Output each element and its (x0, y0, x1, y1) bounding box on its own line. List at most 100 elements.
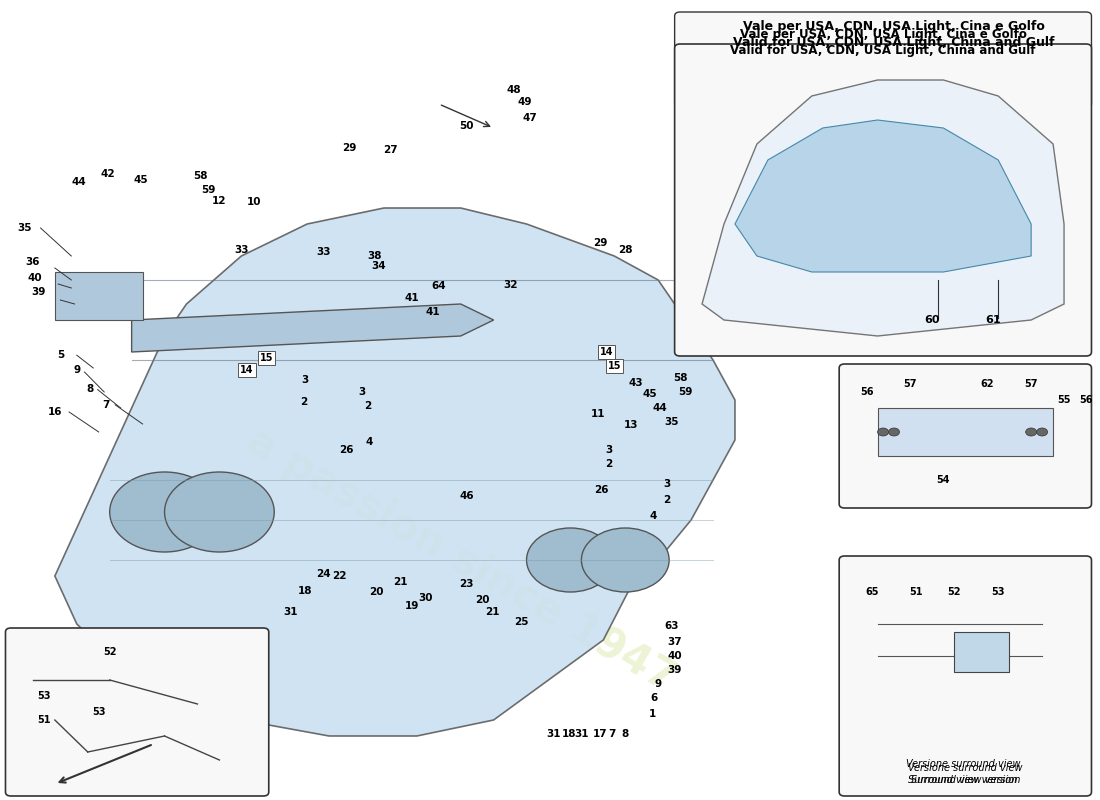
Bar (878, 408, 1053, 456)
Text: Surround view version: Surround view version (909, 775, 1018, 785)
Text: 21: 21 (485, 607, 499, 617)
Text: 31: 31 (574, 729, 589, 738)
FancyBboxPatch shape (839, 364, 1091, 508)
Text: 29: 29 (593, 238, 607, 248)
Text: 59: 59 (679, 387, 693, 397)
Text: 57: 57 (1024, 379, 1038, 389)
Text: 5: 5 (57, 350, 64, 360)
Text: 14: 14 (602, 347, 616, 357)
Text: a passion since 1947: a passion since 1947 (239, 420, 683, 700)
Text: 13: 13 (624, 420, 638, 430)
Text: 49: 49 (517, 98, 531, 107)
Text: 1: 1 (649, 709, 657, 718)
Text: 20: 20 (368, 587, 384, 597)
Text: 23: 23 (459, 579, 473, 589)
Text: Valid for USA, CDN, USA Light, China and Gulf: Valid for USA, CDN, USA Light, China and… (730, 44, 1036, 57)
Text: 3: 3 (359, 387, 365, 397)
Text: 4: 4 (366, 437, 373, 446)
Circle shape (889, 428, 900, 436)
Text: 31: 31 (284, 607, 298, 617)
Text: Versione surround view: Versione surround view (906, 759, 1021, 769)
Text: 60: 60 (925, 315, 940, 325)
Text: 11: 11 (591, 409, 605, 418)
Bar (55, 272, 143, 320)
FancyBboxPatch shape (674, 12, 1091, 108)
Text: 10: 10 (248, 198, 262, 207)
Text: 64: 64 (431, 281, 447, 290)
Text: 19: 19 (405, 601, 419, 610)
Text: 21: 21 (393, 578, 408, 587)
Text: 51: 51 (37, 715, 51, 725)
Text: 48: 48 (506, 85, 520, 94)
FancyBboxPatch shape (839, 556, 1091, 796)
FancyBboxPatch shape (674, 44, 1091, 356)
Text: 35: 35 (16, 223, 32, 233)
Text: 24: 24 (317, 570, 331, 579)
Text: 14: 14 (241, 366, 255, 376)
Text: Vale per USA, CDN, USA Light, Cina e Golfo: Vale per USA, CDN, USA Light, Cina e Gol… (739, 28, 1026, 41)
Polygon shape (735, 120, 1031, 272)
Text: 3: 3 (301, 375, 309, 385)
Text: 7: 7 (608, 729, 616, 738)
Text: 2: 2 (300, 397, 308, 406)
Text: 22: 22 (332, 571, 346, 581)
Text: 2: 2 (364, 401, 371, 410)
Text: 33: 33 (317, 247, 331, 257)
Text: 39: 39 (31, 287, 45, 297)
Text: 30: 30 (418, 593, 433, 602)
Text: 27: 27 (383, 146, 398, 155)
Text: 44: 44 (72, 177, 87, 186)
Text: 56: 56 (860, 387, 873, 397)
Bar (955, 632, 1009, 672)
Text: 15: 15 (261, 354, 275, 363)
Text: 16: 16 (47, 407, 62, 417)
Circle shape (110, 472, 219, 552)
Text: 42: 42 (100, 170, 114, 179)
Text: 15: 15 (260, 353, 273, 362)
Text: 44: 44 (653, 403, 668, 413)
Text: 25: 25 (514, 618, 528, 627)
Text: Versione surround view: Versione surround view (909, 763, 1023, 773)
Text: 9: 9 (74, 366, 80, 375)
Text: 2: 2 (663, 495, 671, 505)
Text: 34: 34 (371, 261, 386, 270)
Text: 61: 61 (984, 315, 1001, 325)
Text: 14: 14 (600, 347, 614, 357)
Text: 57: 57 (904, 379, 917, 389)
Text: 37: 37 (668, 637, 682, 646)
Text: 52: 52 (947, 587, 961, 597)
Text: 8: 8 (621, 729, 629, 738)
Text: 59: 59 (201, 186, 216, 195)
Text: 33: 33 (234, 246, 249, 255)
Text: 62: 62 (980, 379, 994, 389)
Text: 26: 26 (594, 485, 608, 494)
Text: 31: 31 (547, 729, 561, 738)
Text: 20: 20 (475, 595, 490, 605)
Text: 28: 28 (618, 245, 632, 254)
Text: 54: 54 (936, 475, 950, 485)
Circle shape (165, 472, 274, 552)
Text: Vale per USA, CDN, USA Light, Cina e Golfo: Vale per USA, CDN, USA Light, Cina e Gol… (744, 20, 1045, 33)
Text: 46: 46 (460, 491, 474, 501)
Circle shape (527, 528, 614, 592)
Text: Valid for USA, CDN, USA Light, China and Gulf: Valid for USA, CDN, USA Light, China and… (734, 36, 1055, 49)
Text: 35: 35 (664, 418, 679, 427)
Text: 65: 65 (866, 587, 879, 597)
Text: 29: 29 (342, 143, 356, 153)
Text: 36: 36 (25, 258, 41, 267)
Text: 15: 15 (607, 361, 621, 370)
Text: 43: 43 (629, 378, 644, 388)
Circle shape (582, 528, 669, 592)
Text: 18: 18 (298, 586, 312, 596)
Text: 3: 3 (663, 479, 671, 489)
Text: 51: 51 (910, 587, 923, 597)
Circle shape (1025, 428, 1036, 436)
Polygon shape (55, 208, 735, 736)
Text: 3: 3 (605, 446, 613, 455)
Text: 17: 17 (593, 729, 607, 738)
Text: 32: 32 (503, 280, 517, 290)
Text: 56: 56 (1079, 395, 1092, 405)
Text: 7: 7 (102, 400, 110, 410)
Circle shape (878, 428, 889, 436)
Text: 39: 39 (668, 666, 682, 675)
